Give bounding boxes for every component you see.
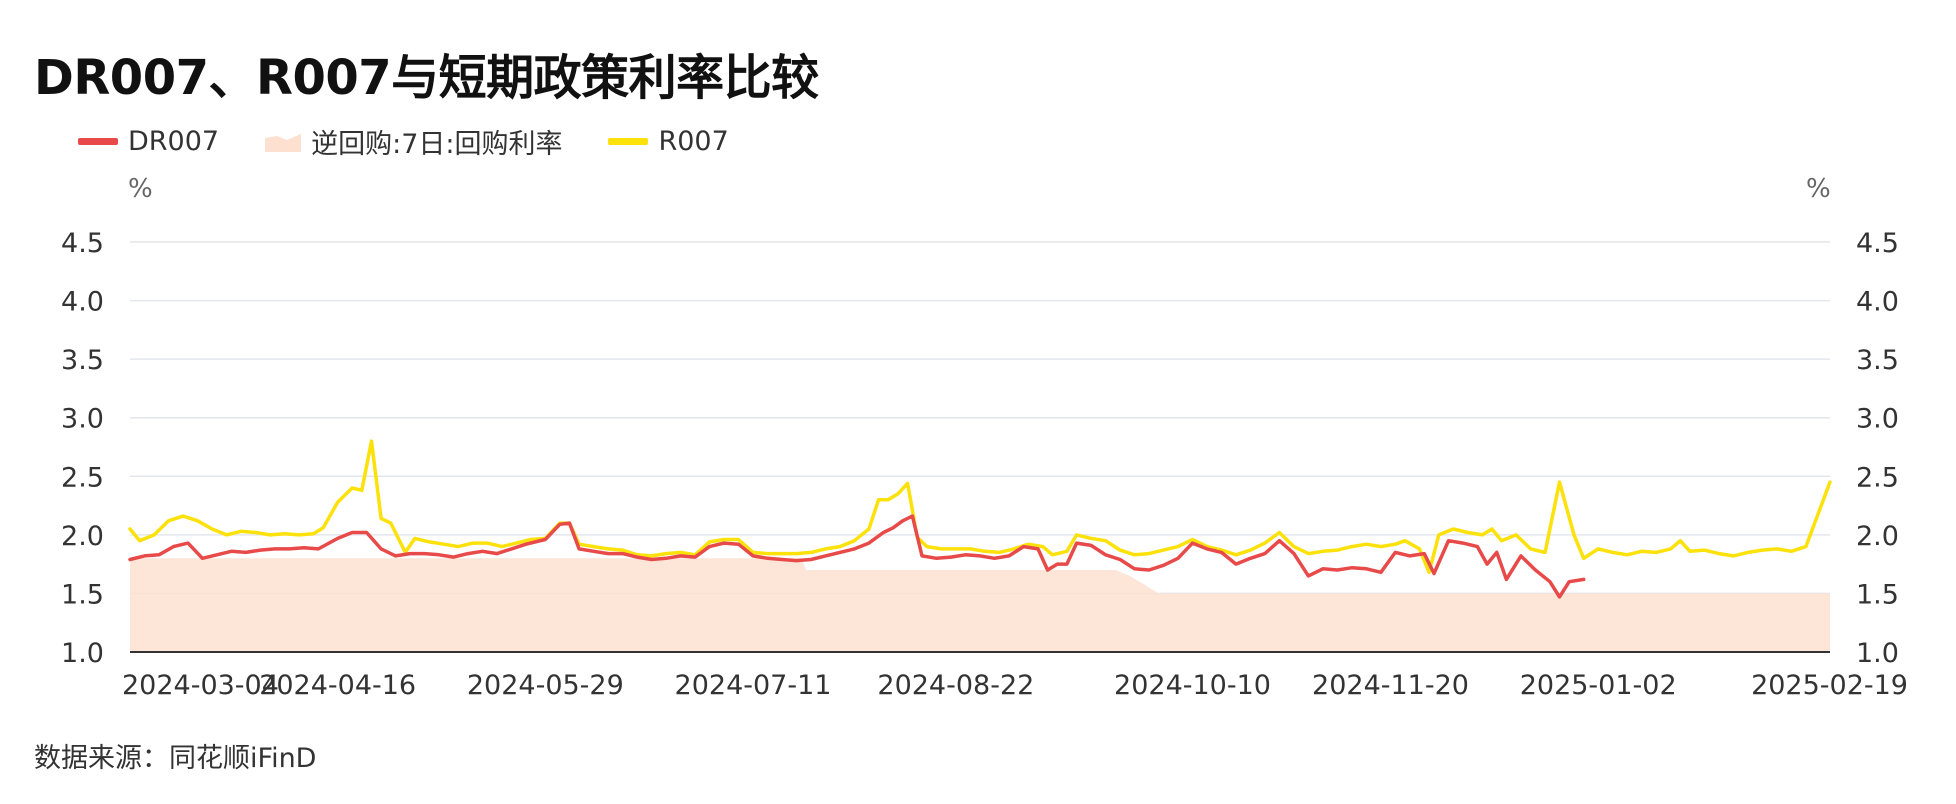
legend-label-r007: R007: [658, 126, 729, 157]
series-area-0: [130, 558, 1830, 652]
series-line-2: [128, 514, 1586, 599]
x-tick-label: 2024-03-04: [122, 670, 279, 701]
y-tick-label-left: 4.0: [61, 287, 104, 318]
x-tick-label: 2024-07-11: [675, 670, 832, 701]
y-tick-label-left: 3.0: [61, 404, 104, 435]
unit-right: %: [1806, 174, 1831, 204]
x-tick-label: 2025-02-19: [1751, 670, 1908, 701]
x-tick-label: 2025-01-02: [1520, 670, 1677, 701]
legend-swatch-r007: [608, 138, 649, 145]
legend-item-reverse-repo[interactable]: 逆回购:7日:回购利率: [265, 122, 562, 161]
y-tick-label-left: 1.0: [61, 638, 104, 669]
y-tick-label-right: 1.5: [1856, 579, 1899, 610]
x-tick-label: 2024-11-20: [1312, 670, 1469, 701]
y-tick-label-right: 3.5: [1856, 345, 1899, 376]
legend-label-dr007: DR007: [128, 126, 220, 157]
legend: DR007 逆回购:7日:回购利率 R007: [78, 122, 775, 161]
x-tick-label: 2024-05-29: [467, 670, 624, 701]
area-layer: [130, 558, 1830, 652]
legend-swatch-reverse-repo: [265, 133, 302, 152]
legend-item-dr007[interactable]: DR007: [78, 126, 219, 157]
y-tick-label-right: 2.0: [1856, 521, 1899, 552]
chart-title: DR007、R007与短期政策利率比较: [34, 50, 819, 106]
line-layer: [128, 439, 1832, 599]
x-tick-label: 2024-10-10: [1114, 670, 1271, 701]
x-tick-label: 2024-04-16: [259, 670, 416, 701]
unit-left: %: [128, 174, 153, 204]
y-tick-label-right: 4.0: [1856, 287, 1899, 318]
y-tick-label-right: 1.0: [1856, 638, 1899, 669]
grid-lines: [130, 241, 1830, 595]
y-tick-label-left: 4.5: [61, 228, 104, 259]
y-tick-label-left: 3.5: [61, 345, 104, 376]
series-line-1: [128, 439, 1832, 575]
source-note: 数据来源：同花顺iFinD: [34, 743, 317, 774]
legend-item-r007[interactable]: R007: [608, 126, 729, 157]
legend-swatch-dr007: [78, 138, 118, 145]
y-tick-label-left: 2.0: [61, 521, 104, 552]
y-tick-label-left: 1.5: [61, 579, 104, 610]
y-tick-label-right: 3.0: [1856, 404, 1899, 435]
y-tick-label-left: 2.5: [61, 462, 104, 493]
x-tick-label: 2024-08-22: [877, 670, 1034, 701]
y-tick-label-right: 2.5: [1856, 462, 1899, 493]
axis-layer: 1.0 1.0 1.5 1.5 2.0 2.0 2.5 2.5 3.0 3.0 3.5 3.5 4.0 4…: [61, 228, 1908, 701]
y-tick-label-right: 4.5: [1856, 228, 1899, 259]
legend-label-reverse-repo: 逆回购:7日:回购利率: [311, 129, 563, 160]
